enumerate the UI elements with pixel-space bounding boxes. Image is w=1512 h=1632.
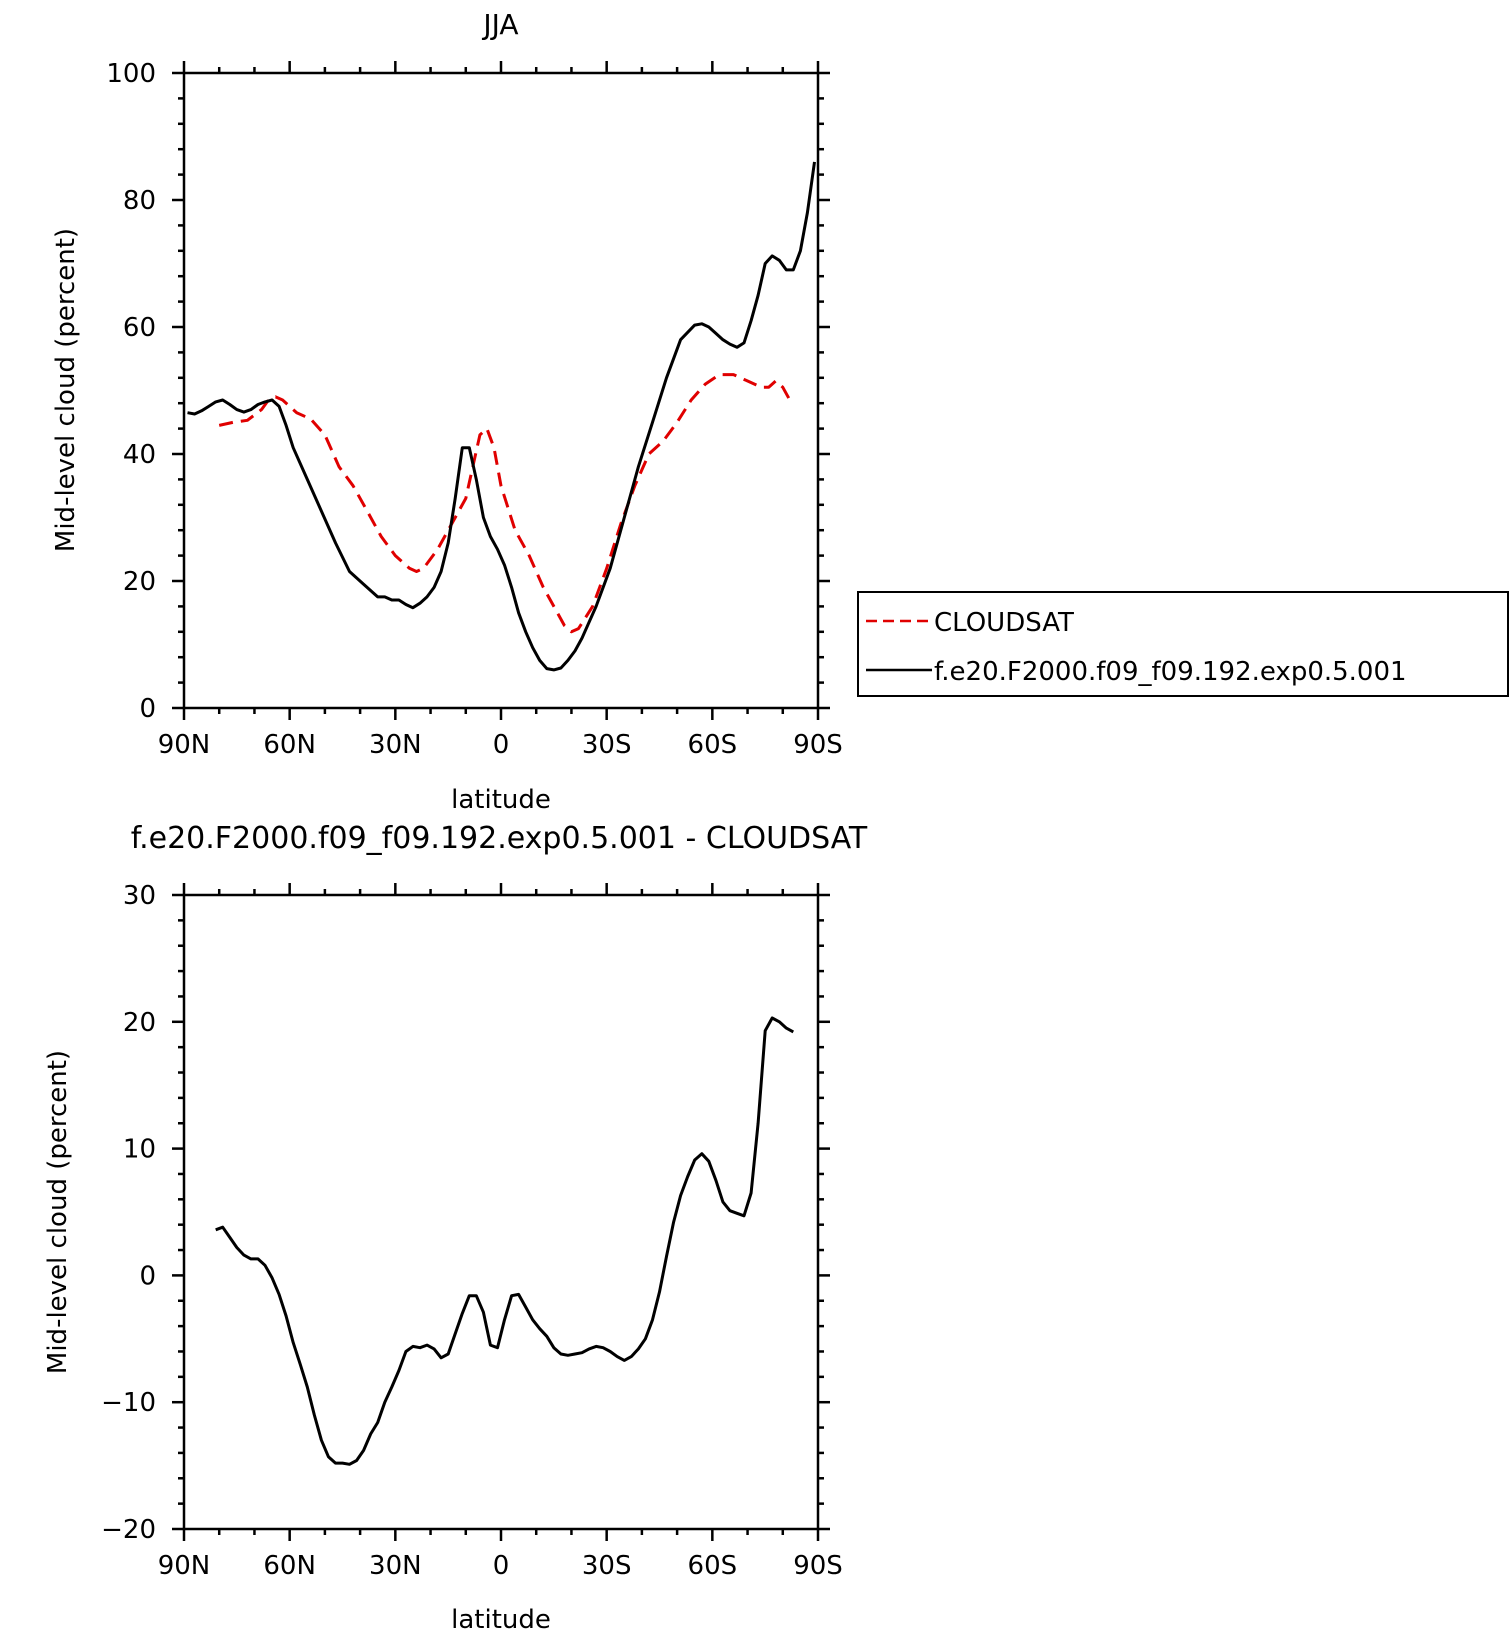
axis-ticks: 90N 60N 30N 0 30S 60S 90S 0 20 40 60 80 100 bbox=[106, 59, 842, 760]
plot-frame bbox=[182, 893, 820, 1531]
plot-marks bbox=[187, 161, 816, 672]
y-axis-label: Mid-level cloud (percent) bbox=[51, 228, 81, 552]
y-tick-label: −10 bbox=[101, 1388, 156, 1418]
plot-frame bbox=[182, 71, 820, 710]
legend-label-cloudsat: CLOUDSAT bbox=[934, 608, 1074, 638]
series-line-0 bbox=[215, 1016, 795, 1466]
chart-panel-top: JJA 90N 60N 30N 0 30S 60S 90S 0 20 40 60 80 100 lati… bbox=[51, 8, 843, 815]
plot-marks bbox=[215, 1016, 795, 1466]
axis-ticks: 90N 60N 30N 0 30S 60S 90S −20 −10 0 10 20 30 bbox=[101, 881, 843, 1581]
y-axis-label: Mid-level cloud (percent) bbox=[43, 1050, 73, 1374]
y-tick-label: 80 bbox=[123, 186, 156, 216]
x-tick-label: 60N bbox=[263, 1551, 316, 1581]
x-tick-label: 0 bbox=[493, 730, 510, 760]
legend-box bbox=[857, 591, 1509, 697]
x-tick-label: 60S bbox=[688, 730, 738, 760]
x-tick-label: 30S bbox=[582, 730, 632, 760]
chart-title: f.e20.F2000.f09_f09.192.exp0.5.001 - CLO… bbox=[131, 821, 868, 856]
x-tick-label: 30N bbox=[369, 730, 422, 760]
x-tick-label: 30N bbox=[369, 1551, 422, 1581]
series-line-1 bbox=[187, 161, 816, 672]
y-tick-label: 0 bbox=[139, 694, 156, 724]
x-tick-label: 90N bbox=[158, 1551, 211, 1581]
x-tick-label: 90S bbox=[793, 730, 843, 760]
y-tick-label: 30 bbox=[123, 881, 156, 911]
x-axis-label: latitude bbox=[451, 785, 551, 815]
x-tick-label: 60N bbox=[263, 730, 316, 760]
y-tick-label: 60 bbox=[123, 313, 156, 343]
chart-title: JJA bbox=[481, 8, 518, 41]
y-tick-label: 0 bbox=[139, 1261, 156, 1291]
x-tick-label: 60S bbox=[688, 1551, 738, 1581]
y-tick-label: 100 bbox=[106, 59, 156, 89]
chart-panel-bottom: f.e20.F2000.f09_f09.192.exp0.5.001 - CLO… bbox=[43, 821, 868, 1632]
series-line-0 bbox=[218, 373, 792, 634]
x-tick-label: 90S bbox=[793, 1551, 843, 1581]
y-tick-label: 20 bbox=[123, 1008, 156, 1038]
y-tick-label: 20 bbox=[123, 567, 156, 597]
x-tick-label: 90N bbox=[158, 730, 211, 760]
y-tick-label: 40 bbox=[123, 440, 156, 470]
x-tick-label: 30S bbox=[582, 1551, 632, 1581]
y-tick-label: 10 bbox=[123, 1135, 156, 1165]
legend-label-model: f.e20.F2000.f09_f09.192.exp0.5.001 bbox=[934, 657, 1407, 687]
y-tick-label: −20 bbox=[101, 1515, 156, 1545]
x-axis-label: latitude bbox=[451, 1605, 551, 1632]
x-tick-label: 0 bbox=[493, 1551, 510, 1581]
legend: CLOUDSAT f.e20.F2000.f09_f09.192.exp0.5.… bbox=[857, 591, 1509, 697]
